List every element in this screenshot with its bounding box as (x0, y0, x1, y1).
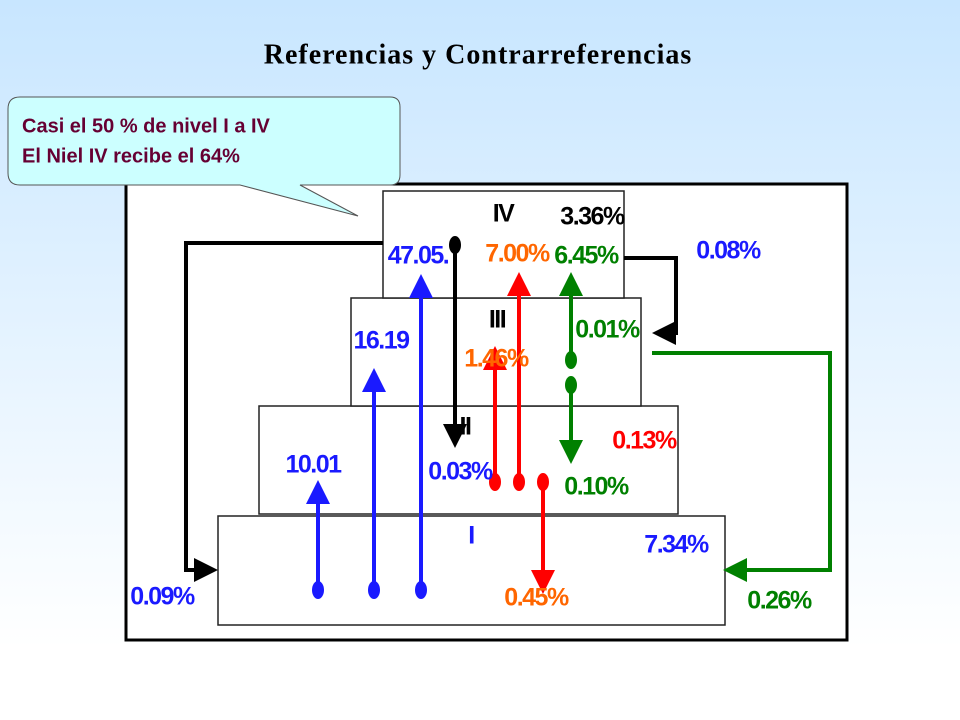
flow-label: IV (493, 200, 515, 228)
callout-line: El Niel IV recibe el 64% (22, 145, 240, 167)
flow-label: 0.10% (564, 473, 629, 501)
flow-label: I (468, 522, 474, 550)
flow-label: 10.01 (285, 451, 342, 479)
level-1 (217, 515, 726, 626)
flow-label: 7.34% (644, 531, 709, 559)
flow-label: 0.01% (575, 316, 640, 344)
flow-label: 0.08% (696, 237, 761, 265)
flow-label: 0.13% (612, 427, 677, 455)
flow-label: 7.00% (485, 240, 550, 268)
flow-label: 0.03% (428, 458, 493, 486)
callout-bubble (7, 96, 401, 217)
flow-label: 3.36% (560, 203, 625, 231)
flow-label: 47.05. (388, 242, 449, 270)
flow-label: 1.46% (464, 345, 529, 373)
flow-label: III (489, 306, 506, 334)
flow-label: 0.26% (747, 587, 812, 615)
callout-line: Casi el 50 % de nivel I a IV (22, 115, 271, 137)
flow-label: 6.45% (554, 242, 619, 270)
flow-label: 0.45% (504, 584, 569, 612)
flow-label: 0.09% (130, 583, 195, 611)
flow-label: II (460, 413, 471, 441)
arrows (184, 241, 832, 594)
levels (217, 190, 726, 626)
title: Referencias y Contrarreferencias (264, 39, 693, 70)
flow-label: 16.19 (353, 327, 409, 355)
dots (312, 236, 577, 599)
